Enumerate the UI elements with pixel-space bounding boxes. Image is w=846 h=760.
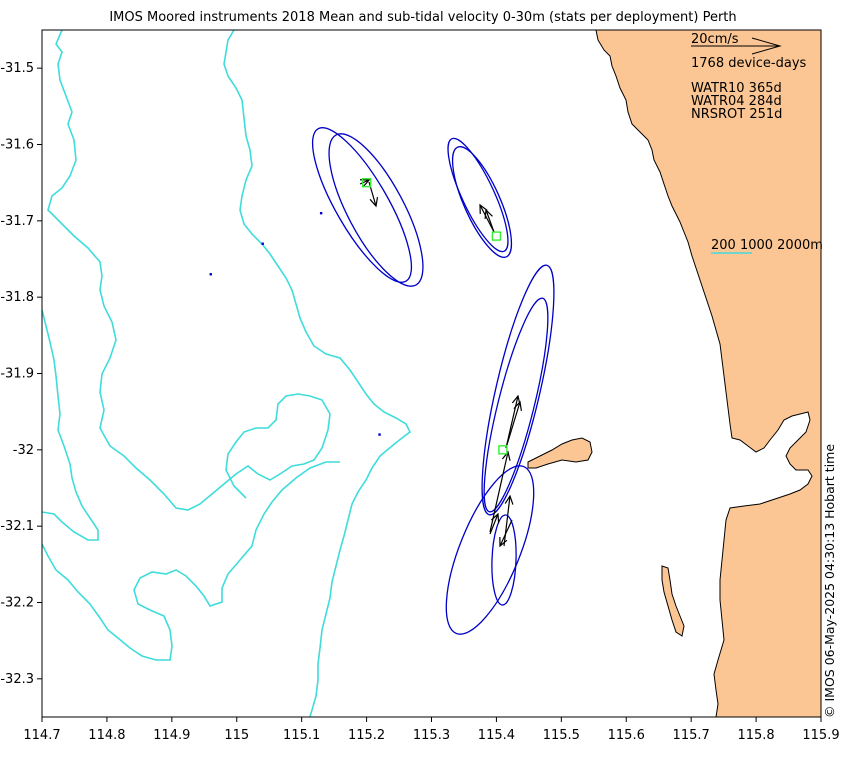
bathymetry-contour (47, 30, 331, 511)
x-tick-label: 115.4 (478, 728, 515, 743)
y-tick-label: -31.9 (0, 367, 34, 382)
x-tick-label: 115.5 (543, 728, 580, 743)
velocity-arrow (505, 401, 521, 449)
bathymetry-contours (42, 30, 412, 717)
copyright-label: © IMOS 06-May-2025 04:30:13 Hobart time (822, 443, 837, 718)
plot-area (42, 30, 821, 717)
velocity-arrow-head (369, 197, 379, 208)
site-markers (361, 177, 508, 455)
scale-arrow-head (751, 37, 782, 55)
variance-ellipse (328, 133, 424, 287)
x-tick-label: 114.7 (23, 728, 60, 743)
scale-legend: 20cm/s 1768 device-days WATR10 365d WATR… (691, 32, 823, 254)
garden-island (661, 565, 685, 637)
velocity-arrow-head (484, 208, 493, 220)
variance-ellipse (445, 465, 535, 635)
small-site-marker (319, 212, 323, 215)
variance-ellipse (451, 146, 513, 258)
site-marker (498, 445, 508, 455)
rottnest-island (527, 437, 593, 469)
x-tick-label: 114.9 (153, 728, 190, 743)
y-tick-label: -31.6 (0, 138, 34, 153)
velocity-arrow (499, 519, 513, 547)
x-axis: 114.7 114.8 114.9 115 115.1 115.2 115.3 115.4 11… (23, 717, 840, 743)
deployment-label-watr04: WATR04 284d (691, 94, 782, 109)
x-tick-label: 115.8 (737, 728, 774, 743)
small-site-marker (378, 433, 381, 436)
deployment-label-watr10: WATR10 365d (691, 81, 782, 96)
variance-ellipse (481, 264, 555, 516)
velocity-arrow (489, 513, 499, 535)
bathymetry-contour (42, 461, 340, 661)
small-site-marker (261, 242, 264, 245)
velocity-arrow (503, 495, 511, 547)
velocity-arrow-head (513, 400, 522, 411)
variance-ellipses (311, 127, 555, 635)
velocity-arrow-head (479, 203, 488, 215)
bathymetry-contour (223, 30, 412, 717)
velocity-arrows (359, 179, 522, 548)
velocity-arrow (479, 204, 495, 233)
velocity-arrow-head (490, 512, 500, 524)
y-axis: -31.5 -31.6 -31.7 -31.8 -31.9 -32 -32.1 -32.2 -3… (0, 61, 42, 687)
variance-ellipse (483, 297, 549, 513)
x-tick-label: 114.8 (88, 728, 125, 743)
site-marker (361, 177, 372, 188)
y-tick-label: -32.2 (0, 596, 34, 611)
scale-arrow-label: 20cm/s (691, 32, 739, 47)
site-marker (491, 231, 502, 241)
map-title: IMOS Moored instruments 2018 Mean and su… (109, 10, 737, 25)
variance-ellipse (311, 127, 413, 283)
y-tick-label: -31.8 (0, 290, 34, 305)
small-markers (209, 212, 381, 436)
x-tick-label: 115.9 (802, 728, 839, 743)
velocity-arrow (485, 209, 495, 233)
mainland-land (595, 30, 821, 717)
y-tick-label: -32.1 (0, 519, 34, 534)
x-tick-label: 115.1 (283, 728, 320, 743)
velocity-arrow (505, 395, 519, 449)
x-tick-label: 115.7 (673, 728, 710, 743)
x-tick-label: 115.6 (608, 728, 645, 743)
variance-ellipse (447, 137, 509, 253)
small-site-marker (209, 273, 212, 276)
velocity-arrow-head (501, 450, 511, 461)
x-tick-label: 115.3 (413, 728, 450, 743)
y-tick-label: -31.5 (0, 61, 34, 76)
y-tick-label: -31.7 (0, 214, 34, 229)
y-tick-label: -32 (13, 443, 34, 458)
y-tick-label: -32.3 (0, 672, 34, 687)
x-tick-label: 115.2 (348, 728, 385, 743)
variance-ellipse (491, 514, 517, 606)
device-days-label: 1768 device-days (691, 56, 807, 71)
velocity-arrow-head (499, 536, 508, 548)
velocity-arrow (359, 179, 370, 185)
isobath-legend-label: 200 1000 2000m (711, 238, 823, 253)
bathymetry-contour (42, 309, 99, 541)
velocity-arrow-head (504, 494, 514, 505)
deployment-label-nrsrot: NRSROT 251d (691, 107, 782, 122)
x-tick-label: 115 (224, 728, 249, 743)
